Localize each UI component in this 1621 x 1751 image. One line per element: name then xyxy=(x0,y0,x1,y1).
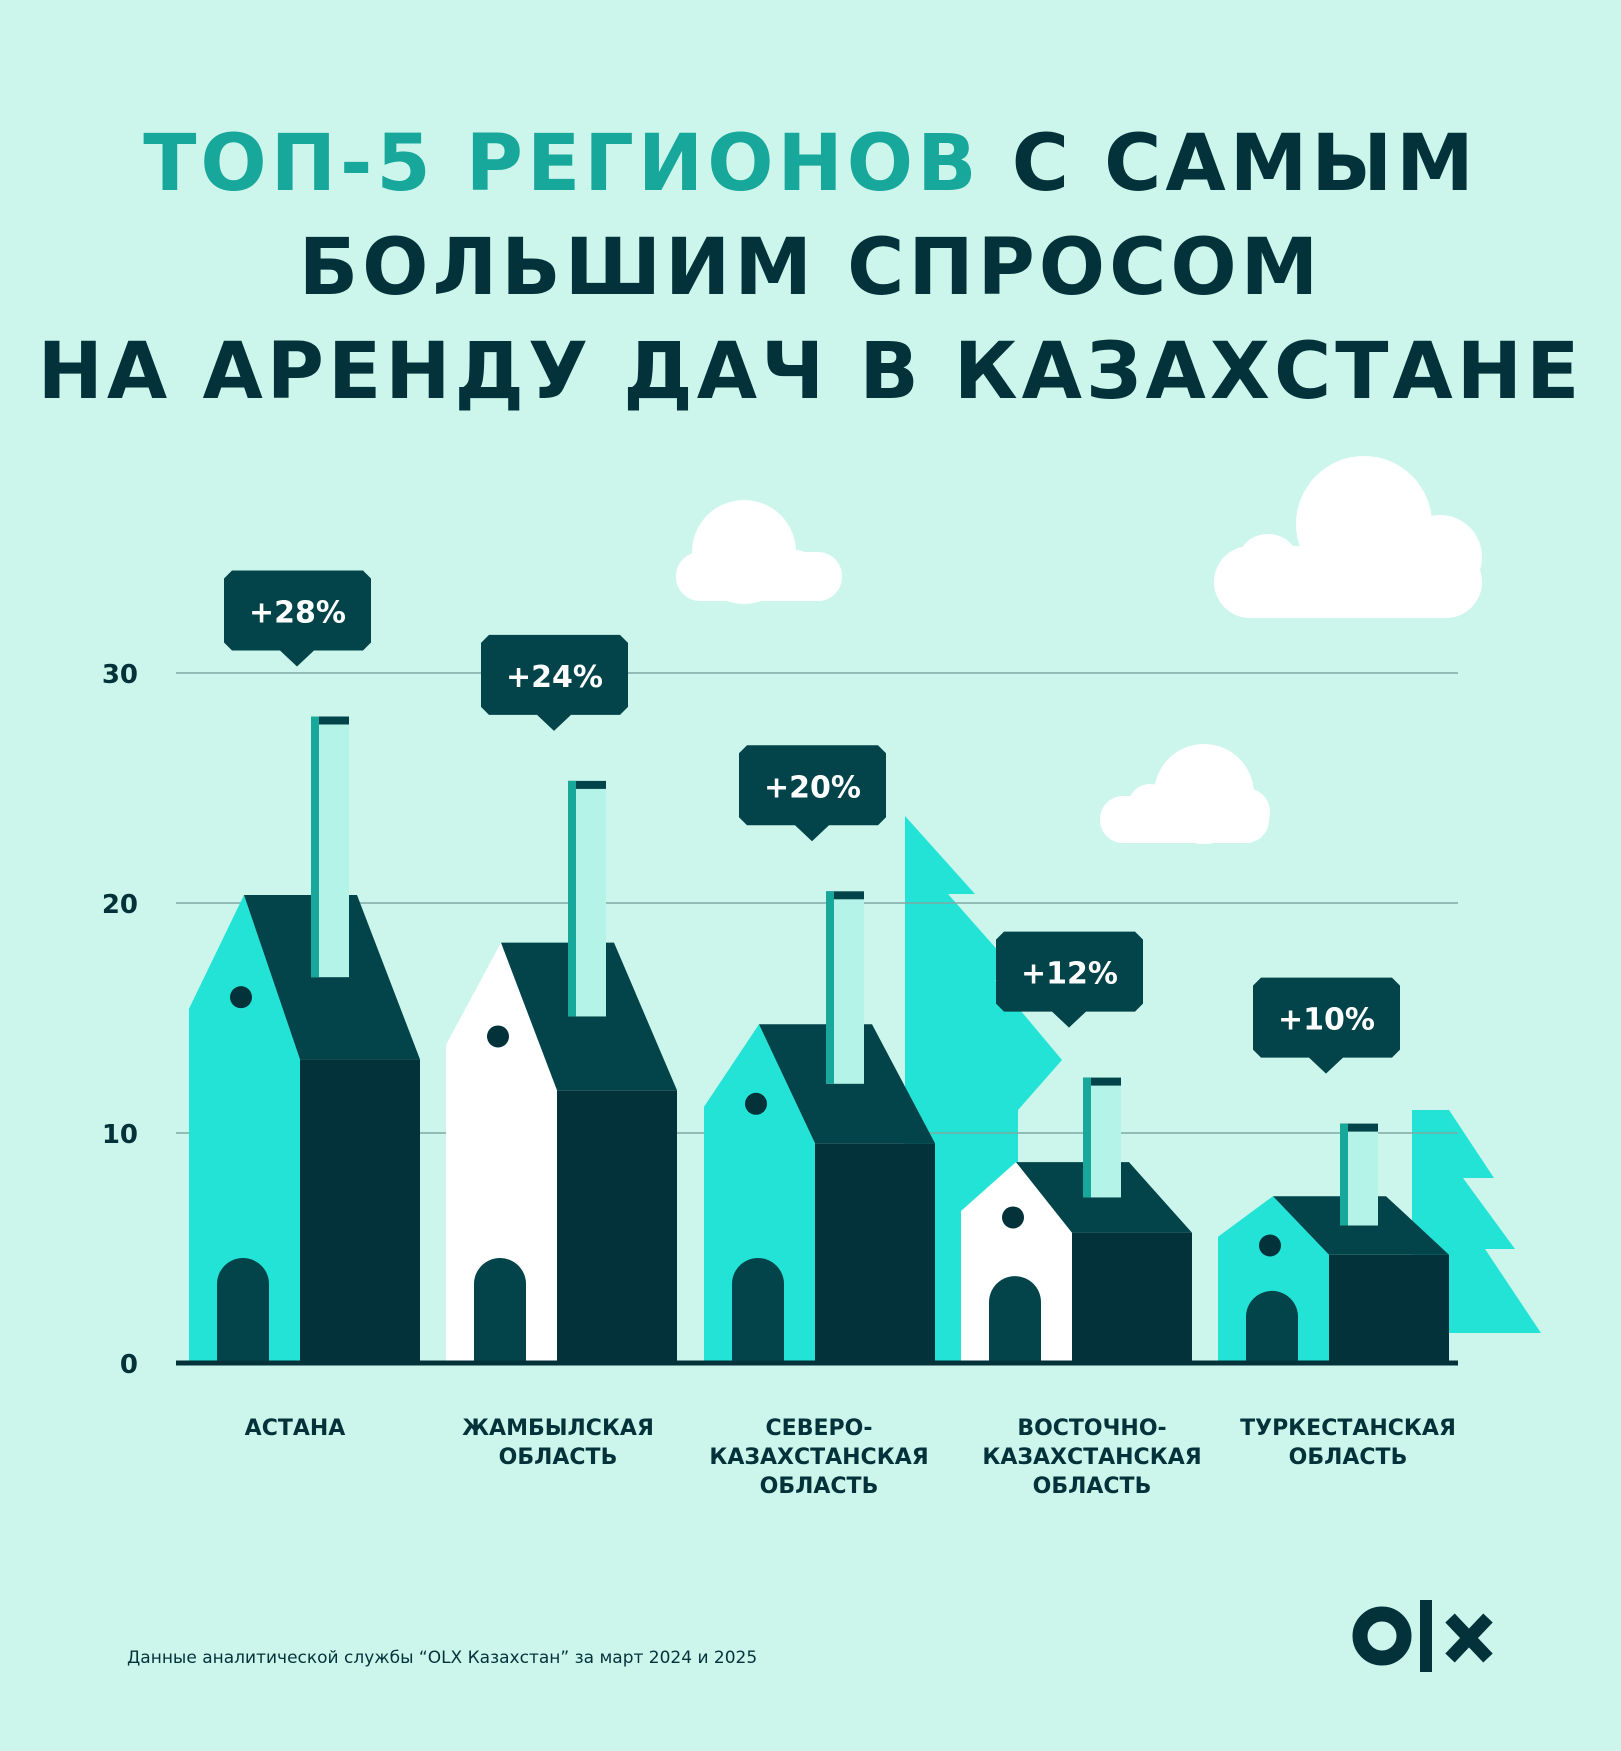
bar-body xyxy=(1072,1232,1192,1363)
category-label: ЖАМБЫЛСКАЯ ОБЛАСТЬ xyxy=(462,1416,654,1470)
data-label-bubble xyxy=(481,634,628,731)
bar-roof xyxy=(1016,1162,1192,1233)
bar xyxy=(446,780,677,1363)
tree-icon xyxy=(905,816,1062,1363)
bar-side-wing xyxy=(446,942,557,1363)
data-label: +12% xyxy=(996,931,1143,1028)
chimney-cap xyxy=(1083,1077,1121,1086)
cloud-icon xyxy=(1100,744,1270,844)
bar-body xyxy=(557,1090,677,1363)
window-dot xyxy=(1002,1206,1024,1229)
chimney-cap xyxy=(568,780,606,789)
chart-title: ТОП-5 РЕГИОНОВ С САМЫМ БОЛЬШИМ СПРОСОМ Н… xyxy=(0,112,1621,424)
y-tick-label: 20 xyxy=(102,890,138,920)
bar-body xyxy=(300,1059,420,1363)
data-label: +28% xyxy=(224,570,371,667)
data-label-bubble xyxy=(224,570,371,667)
door xyxy=(732,1258,784,1363)
chimney-shadow xyxy=(311,716,319,978)
title-line2: БОЛЬШИМ СПРОСОМ xyxy=(298,223,1323,313)
y-tick-label: 0 xyxy=(120,1350,138,1380)
door xyxy=(217,1258,269,1363)
clouds xyxy=(676,456,1482,844)
title-line1-rest: С САМЫМ xyxy=(980,119,1478,209)
bar-side-wing xyxy=(961,1162,1072,1363)
bar-roof xyxy=(244,894,420,1060)
title-line3: НА АРЕНДУ ДАЧ В КАЗАХСТАНЕ xyxy=(37,327,1584,417)
window-dot xyxy=(230,986,252,1009)
olx-logo xyxy=(1352,1600,1493,1672)
window-dot xyxy=(487,1025,509,1048)
bar xyxy=(1218,1123,1449,1363)
bar xyxy=(704,891,935,1363)
window-dot xyxy=(1259,1234,1281,1257)
data-label-text: +24% xyxy=(506,660,603,695)
category-label: ТУРКЕСТАНСКАЯ ОБЛАСТЬ xyxy=(1240,1416,1456,1470)
source-footnote: Данные аналитической службы “OLX Казахст… xyxy=(127,1648,758,1668)
data-label-text: +20% xyxy=(764,770,861,805)
category-label: АСТАНА xyxy=(244,1416,346,1441)
door xyxy=(989,1276,1041,1363)
data-labels: +28% +24% +20% +12% +10% xyxy=(224,570,1400,1074)
category-label: СЕВЕРО- КАЗАХСТАНСКАЯ ОБЛАСТЬ xyxy=(709,1416,929,1499)
data-label-text: +28% xyxy=(249,596,346,631)
chimney-shadow xyxy=(1083,1077,1091,1198)
bar-side-wing xyxy=(704,1024,815,1363)
data-label-bubble xyxy=(739,745,886,842)
y-axis-ticks: 0 10 20 30 xyxy=(102,660,138,1380)
bar xyxy=(189,716,420,1363)
data-label-text: +10% xyxy=(1278,1003,1375,1038)
bar-side-wing xyxy=(1218,1196,1329,1363)
y-tick-label: 10 xyxy=(102,1120,138,1150)
data-label: +10% xyxy=(1253,977,1400,1074)
data-label: +20% xyxy=(739,745,886,842)
chimney-shadow xyxy=(568,780,576,1017)
data-label: +24% xyxy=(481,634,628,731)
data-label-text: +12% xyxy=(1021,957,1118,992)
chimney-shadow xyxy=(826,891,834,1084)
category-label: ВОСТОЧНО- КАЗАХСТАНСКАЯ ОБЛАСТЬ xyxy=(982,1416,1202,1499)
cloud-icon xyxy=(676,500,842,604)
chimney-shadow xyxy=(1340,1123,1348,1226)
window-dot xyxy=(745,1092,767,1115)
chimney-cap xyxy=(311,716,349,725)
bar-side-wing xyxy=(189,894,300,1363)
data-label-bubble xyxy=(996,931,1143,1028)
bar-body xyxy=(1329,1254,1449,1363)
chimney-cap xyxy=(1340,1123,1378,1132)
data-label-bubble xyxy=(1253,977,1400,1074)
y-tick-label: 30 xyxy=(102,660,138,690)
door xyxy=(1246,1290,1298,1363)
cloud-icon xyxy=(1214,456,1482,618)
bar-body xyxy=(815,1143,935,1363)
title-accent: ТОП-5 РЕГИОНОВ xyxy=(143,119,981,209)
chimney-cap xyxy=(826,891,864,900)
door xyxy=(474,1258,526,1363)
bar xyxy=(961,1077,1192,1363)
bars xyxy=(189,716,1449,1363)
